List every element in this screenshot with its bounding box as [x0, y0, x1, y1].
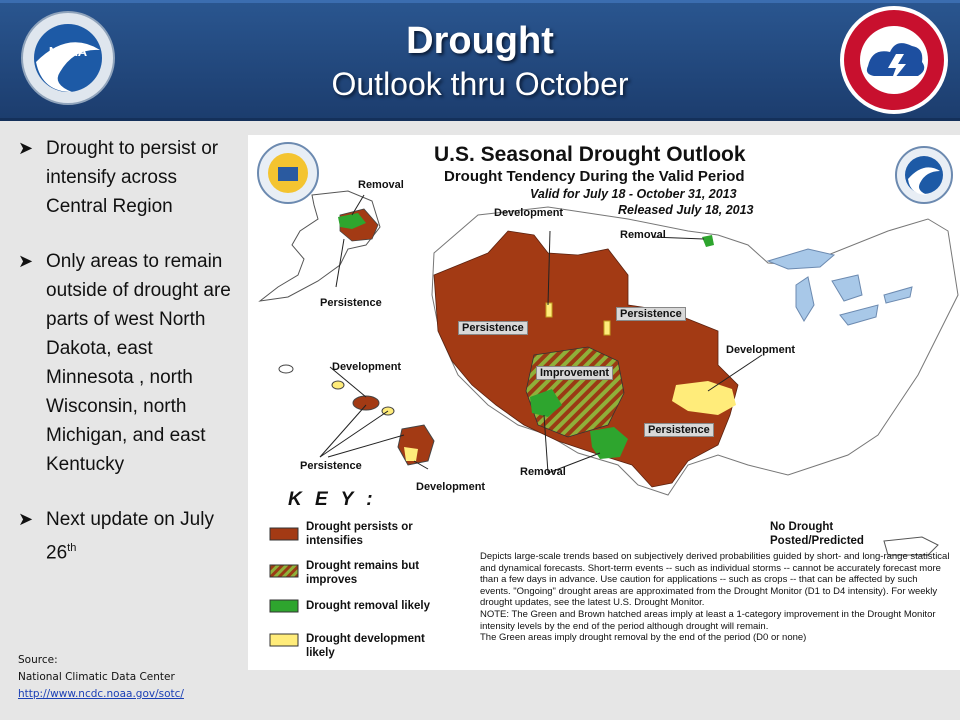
doc-seal [257, 142, 319, 204]
arrow-bullet-icon: ➤ [18, 251, 34, 271]
noaa-logo: NOAA [21, 11, 115, 105]
no-drought-text: No Drought Posted/Predicted [770, 521, 864, 547]
label-persistence-south: Persistence [644, 423, 714, 437]
label-development-northwest: Development [494, 207, 564, 219]
page-subtitle: Outlook thru October [331, 66, 629, 102]
map-released-date: Released July 18, 2013 [618, 203, 754, 217]
drought-develop-area [672, 381, 736, 415]
source-org: National Climatic Data Center [18, 671, 175, 683]
drought-removal-area-sw [530, 389, 562, 417]
source-link[interactable]: http://www.ncdc.noaa.gov/sotc/ [18, 688, 184, 700]
drought-outlook-map: U.S. Seasonal Drought Outlook Drought Te… [248, 135, 960, 670]
arrow-bullet-icon: ➤ [18, 509, 34, 529]
label-development-hawaii: Development [332, 361, 402, 373]
great-lakes [766, 248, 913, 326]
label-development-east: Development [726, 344, 796, 356]
key-label-persist: Drought persists or intensifies [306, 521, 413, 547]
label-leader-lines [543, 230, 763, 474]
drought-removal-area-mn [702, 235, 714, 247]
label-persistence-central: Persistence [616, 307, 686, 321]
puerto-rico-map [883, 536, 939, 556]
page-title: Drought [406, 20, 554, 62]
bullet-text: Drought to persist or intensify across C… [46, 138, 219, 217]
bullet-superscript: th [67, 542, 77, 554]
header-banner: NOAA Drought Outlook thru October [0, 0, 960, 121]
bullet-item: ➤ Only areas to remain outside of drough… [18, 247, 233, 479]
noaa-small-logo [895, 146, 953, 204]
label-removal-alaska: Removal [358, 179, 404, 191]
label-persistence-alaska: Persistence [320, 297, 382, 309]
hawaii-map [278, 364, 435, 470]
key-swatches [269, 527, 299, 647]
label-removal-south: Removal [520, 466, 566, 478]
alaska-map [258, 190, 381, 302]
arrow-bullet-icon: ➤ [18, 138, 34, 158]
no-drought-label: No Drought Posted/Predicted [770, 520, 864, 548]
label-removal-north: Removal [620, 229, 666, 241]
bullet-item: ➤ Next update on July 26th [18, 505, 233, 567]
drought-removal-area-tx [590, 427, 628, 459]
map-valid-dates: Valid for July 18 - October 31, 2013 [530, 187, 737, 201]
bullet-list: ➤ Drought to persist or intensify across… [18, 134, 233, 593]
map-notes: Depicts large-scale trends based on subj… [480, 551, 950, 644]
key-label-develop: Drought development likely [306, 633, 425, 659]
label-improvement: Improvement [536, 366, 614, 380]
label-persistence-hawaii: Persistence [300, 460, 362, 472]
header-top-line [0, 0, 960, 3]
noaa-logo-text: NOAA [49, 44, 88, 59]
source-label: Source: [18, 654, 58, 666]
label-persistence-west: Persistence [458, 321, 528, 335]
drought-develop-spot-1 [545, 302, 553, 318]
key-title: K E Y : [288, 489, 377, 510]
map-title: U.S. Seasonal Drought Outlook [434, 143, 746, 166]
bullet-text: Only areas to remain outside of drought … [46, 251, 231, 475]
source-block: Source: National Climatic Data Center ht… [18, 652, 184, 703]
key-label-removal: Drought removal likely [306, 600, 430, 612]
label-development-hawaii-2: Development [416, 481, 486, 493]
nws-logo [840, 6, 948, 114]
bullet-item: ➤ Drought to persist or intensify across… [18, 134, 233, 221]
bullet-text: Next update on July 26 [46, 509, 214, 564]
drought-develop-spot-2 [603, 320, 611, 336]
map-subtitle: Drought Tendency During the Valid Period [444, 168, 745, 185]
key-label-improve: Drought remains but improves [306, 560, 420, 586]
